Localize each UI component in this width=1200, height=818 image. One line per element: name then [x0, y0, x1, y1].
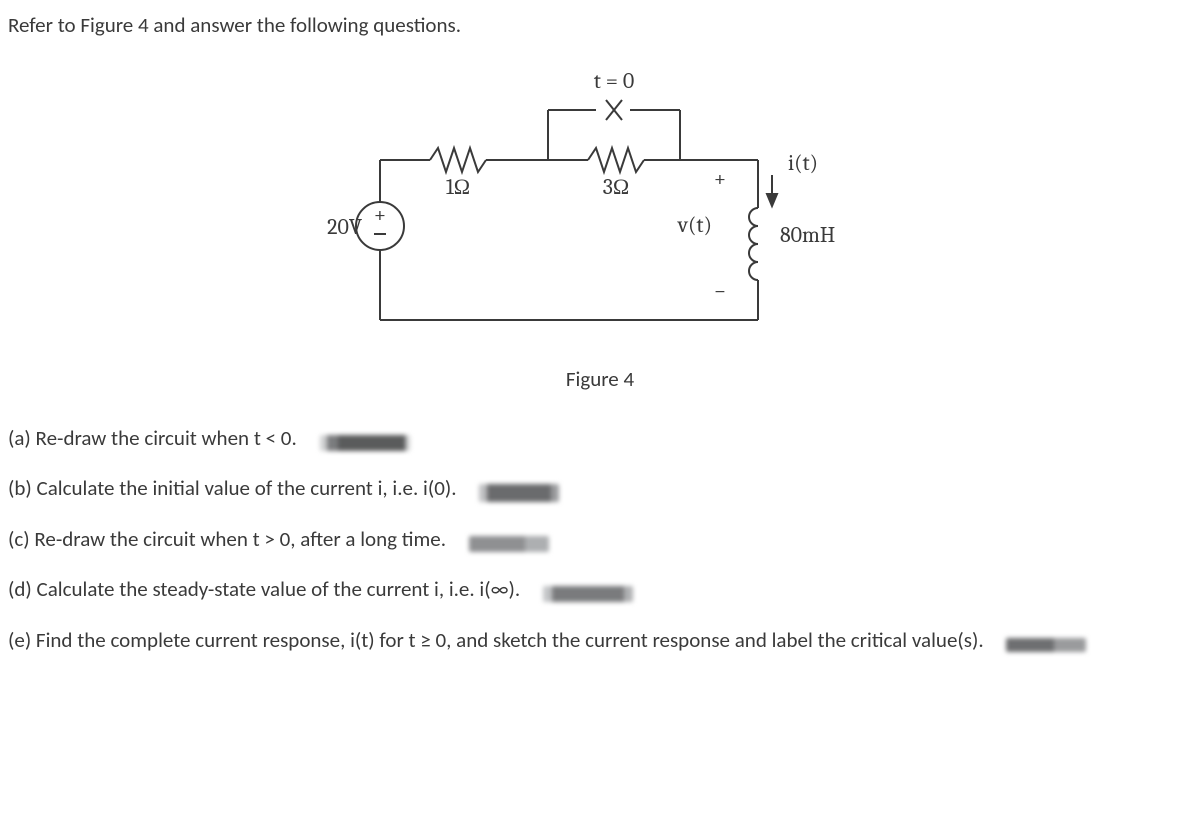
circuit-svg: + 20V t = 0 1Ω 3Ω + v(t) − i(t) 80mH: [320, 60, 880, 350]
label-source: 20V: [327, 214, 363, 240]
question-b: (b) Calculate the initial value of the c…: [8, 473, 1192, 503]
question-e: (e) Find the complete current response, …: [8, 625, 1192, 655]
label-plus-src: +: [374, 202, 386, 228]
question-a-text: (a) Re-draw the circuit when t < 0.: [8, 425, 297, 451]
question-d-text: (d) Calculate the steady-state value of …: [8, 576, 520, 602]
label-vt: v(t): [677, 212, 712, 238]
label-r1: 1Ω: [446, 174, 470, 200]
question-c-text: (c) Re-draw the circuit when t > 0, afte…: [8, 526, 446, 552]
smudge-b: [479, 484, 559, 502]
circuit-figure: + 20V t = 0 1Ω 3Ω + v(t) − i(t) 80mH: [8, 60, 1192, 350]
label-it: i(t): [788, 150, 818, 176]
question-c: (c) Re-draw the circuit when t > 0, afte…: [8, 524, 1192, 554]
smudge-d: [543, 586, 633, 602]
figure-caption: Figure 4: [8, 364, 1192, 394]
label-inductor: 80mH: [780, 222, 835, 248]
question-b-text: (b) Calculate the initial value of the c…: [8, 475, 457, 501]
label-r2: 3Ω: [603, 174, 630, 200]
label-switch: t = 0: [594, 68, 634, 94]
question-e-text: (e) Find the complete current response, …: [8, 627, 984, 653]
smudge-e: [1006, 638, 1086, 652]
intro-text: Refer to Figure 4 and answer the followi…: [8, 10, 1192, 40]
label-minus: −: [714, 278, 726, 304]
smudge-a: [320, 435, 410, 451]
smudge-c: [469, 536, 549, 552]
question-d: (d) Calculate the steady-state value of …: [8, 574, 1192, 604]
question-a: (a) Re-draw the circuit when t < 0.: [8, 423, 1192, 453]
label-plus: +: [714, 166, 726, 192]
